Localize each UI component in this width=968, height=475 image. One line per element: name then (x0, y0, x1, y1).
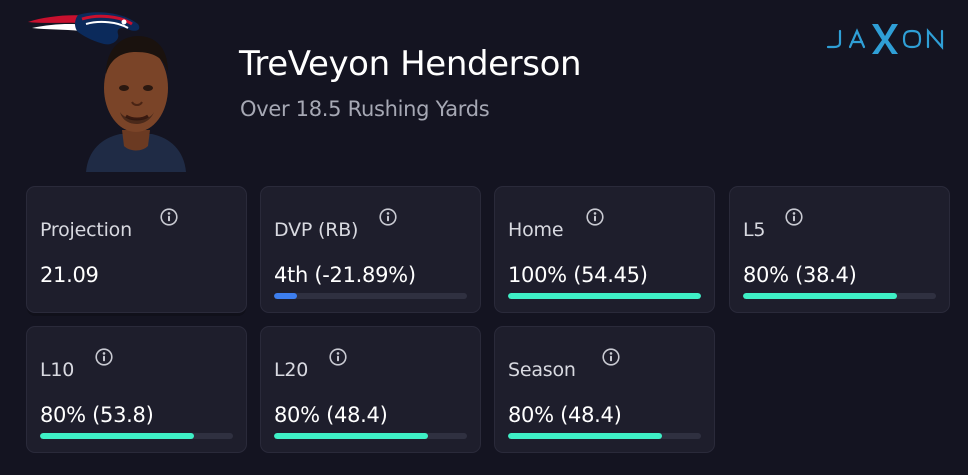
info-icon[interactable] (95, 348, 113, 366)
dvp-card: DVP (RB) 4th (-21.89%) (260, 186, 481, 313)
home-card: Home 100% (54.45) (494, 186, 715, 313)
progress-fill (40, 433, 195, 439)
player-name: TreVeyon Henderson (239, 44, 582, 84)
card-label: DVP (RB) (274, 219, 359, 241)
l10-card: L10 80% (53.8) (26, 326, 247, 453)
info-icon[interactable] (329, 348, 347, 366)
season-card: Season 80% (48.4) (494, 326, 715, 453)
info-icon[interactable] (160, 208, 178, 226)
l20-card: L20 80% (48.4) (260, 326, 481, 453)
card-value: 80% (53.8) (40, 403, 154, 427)
team-logo (28, 12, 140, 45)
progress-fill (743, 293, 898, 299)
progress-fill (508, 433, 663, 439)
card-label: L10 (40, 359, 75, 381)
progress-bar (508, 433, 701, 439)
card-label: Home (508, 219, 564, 241)
card-label: Projection (40, 219, 132, 241)
card-value: 4th (-21.89%) (274, 263, 416, 287)
jaxon-logo (826, 24, 944, 54)
info-icon[interactable] (586, 208, 604, 226)
progress-bar (40, 433, 233, 439)
info-icon[interactable] (379, 208, 397, 226)
progress-bar (274, 293, 467, 299)
progress-fill (274, 293, 298, 299)
card-value: 80% (48.4) (508, 403, 622, 427)
info-icon[interactable] (785, 208, 803, 226)
card-label: L5 (743, 219, 766, 241)
card-value: 21.09 (40, 263, 99, 287)
card-label: Season (508, 359, 576, 381)
card-value: 80% (38.4) (743, 263, 857, 287)
progress-bar (508, 293, 701, 299)
l5-card: L5 80% (38.4) (729, 186, 950, 313)
progress-bar (743, 293, 936, 299)
card-label: L20 (274, 359, 309, 381)
info-icon[interactable] (602, 348, 620, 366)
player-avatar (86, 36, 186, 172)
projection-card: Projection 21.09 (26, 186, 247, 313)
card-value: 80% (48.4) (274, 403, 388, 427)
prop-line: Over 18.5 Rushing Yards (240, 97, 490, 121)
card-value: 100% (54.45) (508, 263, 648, 287)
progress-fill (508, 293, 701, 299)
progress-fill (274, 433, 429, 439)
progress-bar (274, 433, 467, 439)
